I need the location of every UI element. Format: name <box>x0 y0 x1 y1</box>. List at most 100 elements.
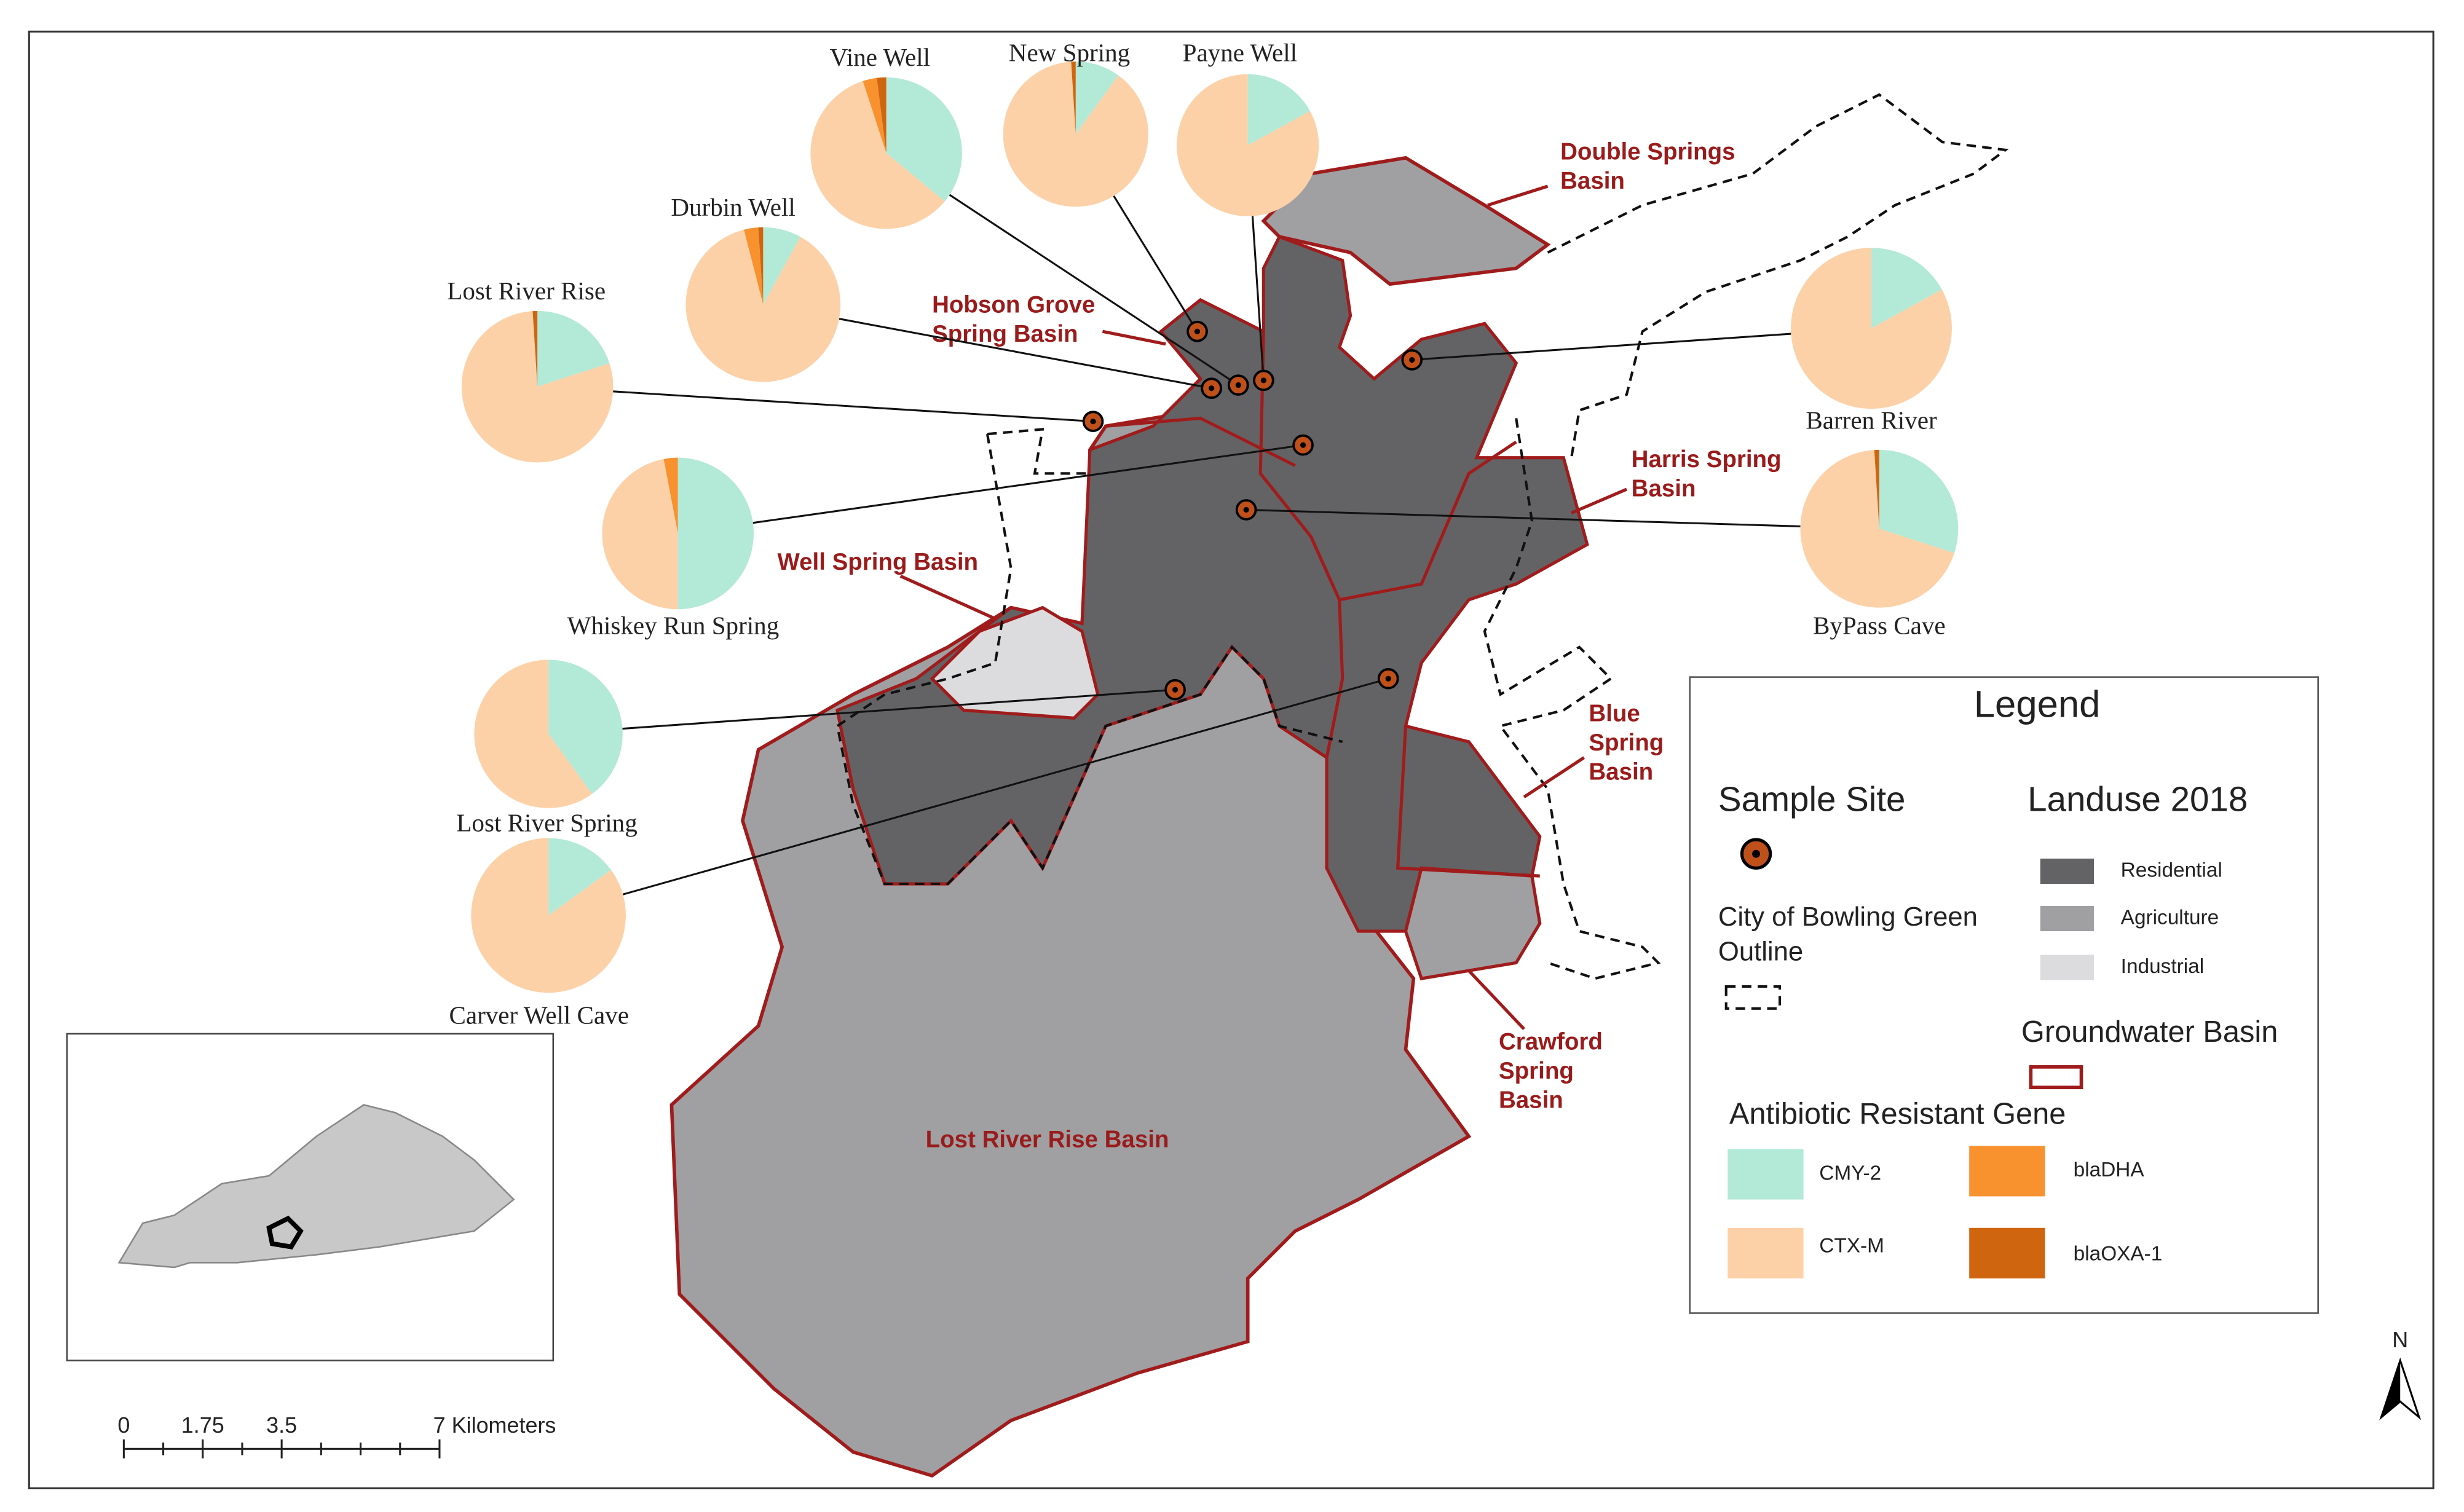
sample-site-dot <box>1090 418 1096 425</box>
pie-wedge <box>1071 61 1076 135</box>
legend-label: City of Bowling Green <box>1718 902 1978 932</box>
site-leader <box>1412 333 1791 361</box>
leader-lines <box>899 184 1627 1031</box>
scale-label: 1.75 <box>181 1412 224 1438</box>
pie-wedge <box>548 660 623 794</box>
sample-site-dot <box>1235 382 1241 388</box>
site-label: Lost River Spring <box>456 808 637 837</box>
pie-wedge <box>1800 450 1954 608</box>
site-label: ByPass Cave <box>1813 611 1946 639</box>
legend-label: CTX-M <box>1819 1234 1884 1257</box>
pie-wedge <box>1247 74 1310 146</box>
sample-site-dot <box>1243 506 1249 513</box>
legend-swatch <box>2040 858 2095 884</box>
sample-site-dot <box>1172 687 1179 693</box>
legend-heading: Antibiotic Resistant Gene <box>1729 1097 2066 1130</box>
site-label: Payne Well <box>1183 38 1297 66</box>
pie-wedge <box>602 459 678 610</box>
sample-site-dot <box>1260 377 1266 384</box>
sample-site-dot <box>1194 328 1201 334</box>
site-leader <box>613 390 1094 423</box>
sample-site-dot <box>1300 442 1306 448</box>
pie-wedge <box>1791 248 1952 409</box>
basin-label: Basin <box>1632 475 1696 502</box>
pie-wedge <box>744 227 764 305</box>
site-label: Lost River Rise <box>447 277 606 305</box>
city-inset <box>266 1215 304 1250</box>
north-label: N <box>2392 1327 2408 1352</box>
site-leader <box>1246 508 1801 527</box>
legend-site-marker <box>1752 849 1760 858</box>
basin-label: Blue <box>1589 700 1640 726</box>
residential-area <box>835 234 1589 933</box>
pie-wedge <box>663 457 678 534</box>
pie-wedge <box>863 77 886 154</box>
legend-swatch <box>1728 1149 1804 1200</box>
site-leader <box>839 318 1212 390</box>
pie-wedge <box>471 838 626 993</box>
site-label: Whiskey Run Spring <box>567 611 780 639</box>
kentucky-inset <box>117 1104 515 1269</box>
pie-wedge <box>758 227 764 305</box>
pie-wedge <box>1871 248 1942 329</box>
legend-swatch <box>2040 955 2095 980</box>
basin-label: Spring <box>1499 1058 1574 1084</box>
pie-wedge <box>1879 449 1959 553</box>
pie-wedge <box>1003 61 1148 207</box>
legend-heading: Groundwater Basin <box>2021 1015 2278 1049</box>
basin-label: Spring <box>1589 730 1664 756</box>
pie-wedge <box>886 77 962 202</box>
scale-label: 3.5 <box>266 1412 297 1438</box>
site-label: Carver Well Cave <box>449 1001 629 1030</box>
legend-swatch <box>1728 1227 1804 1278</box>
site-leader <box>949 194 1239 386</box>
pie-wedge <box>474 660 593 808</box>
sample-site-dot <box>1385 675 1391 682</box>
site-label: Vine Well <box>830 43 930 71</box>
scale-label: 0 <box>117 1412 130 1438</box>
site-leader <box>622 677 1389 896</box>
basin-label: Harris Spring <box>1632 446 1782 473</box>
pie-wedge <box>877 77 886 154</box>
legend-label: blaDHA <box>2074 1159 2145 1181</box>
site-leader <box>1113 195 1198 333</box>
basin-label: Basin <box>1499 1087 1563 1114</box>
pie-wedge <box>1075 61 1119 135</box>
legend-box <box>1689 676 2319 1314</box>
pie-wedge <box>685 229 841 382</box>
basin-boundary <box>1105 331 1540 878</box>
basin-label: Basin <box>1560 168 1625 194</box>
scale-bar <box>122 1439 441 1459</box>
pie-wedge <box>810 81 945 229</box>
legend-label: blaOXA-1 <box>2074 1242 2163 1265</box>
pie-wedge <box>1874 449 1879 529</box>
pie-wedge <box>461 311 614 463</box>
basin-label: Basin <box>1589 758 1653 785</box>
site-label: Barren River <box>1806 406 1937 435</box>
pie-wedge <box>1177 74 1319 216</box>
sample-site-dot <box>1409 356 1415 363</box>
legend-basin-swatch <box>2029 1065 2083 1090</box>
pie-wedge <box>763 227 800 305</box>
pie-wedge <box>532 310 538 387</box>
legend-label: Residential <box>2121 859 2222 881</box>
legend-label: Industrial <box>2121 955 2204 978</box>
basin-label: Well Spring Basin <box>777 549 978 575</box>
basin-label: Spring Basin <box>932 321 1078 347</box>
industrial-area <box>930 605 1100 720</box>
legend-swatch <box>1969 1227 2045 1278</box>
sample-site-dot <box>1208 385 1215 392</box>
legend-swatch <box>2040 905 2095 932</box>
site-leader <box>1251 216 1265 380</box>
legend-heading: Sample Site <box>1718 779 1906 818</box>
site-leader <box>622 688 1175 730</box>
basin-label: Crawford <box>1499 1029 1603 1055</box>
site-leader <box>752 444 1303 524</box>
north-arrow <box>2381 1360 2401 1417</box>
site-label: New Spring <box>1009 38 1130 66</box>
legend-label: Agriculture <box>2121 906 2219 929</box>
agriculture-area <box>1261 156 1551 286</box>
site-label: Durbin Well <box>671 193 795 221</box>
basin-label: Hobson Grove <box>932 291 1095 318</box>
pie-wedge <box>548 838 611 916</box>
